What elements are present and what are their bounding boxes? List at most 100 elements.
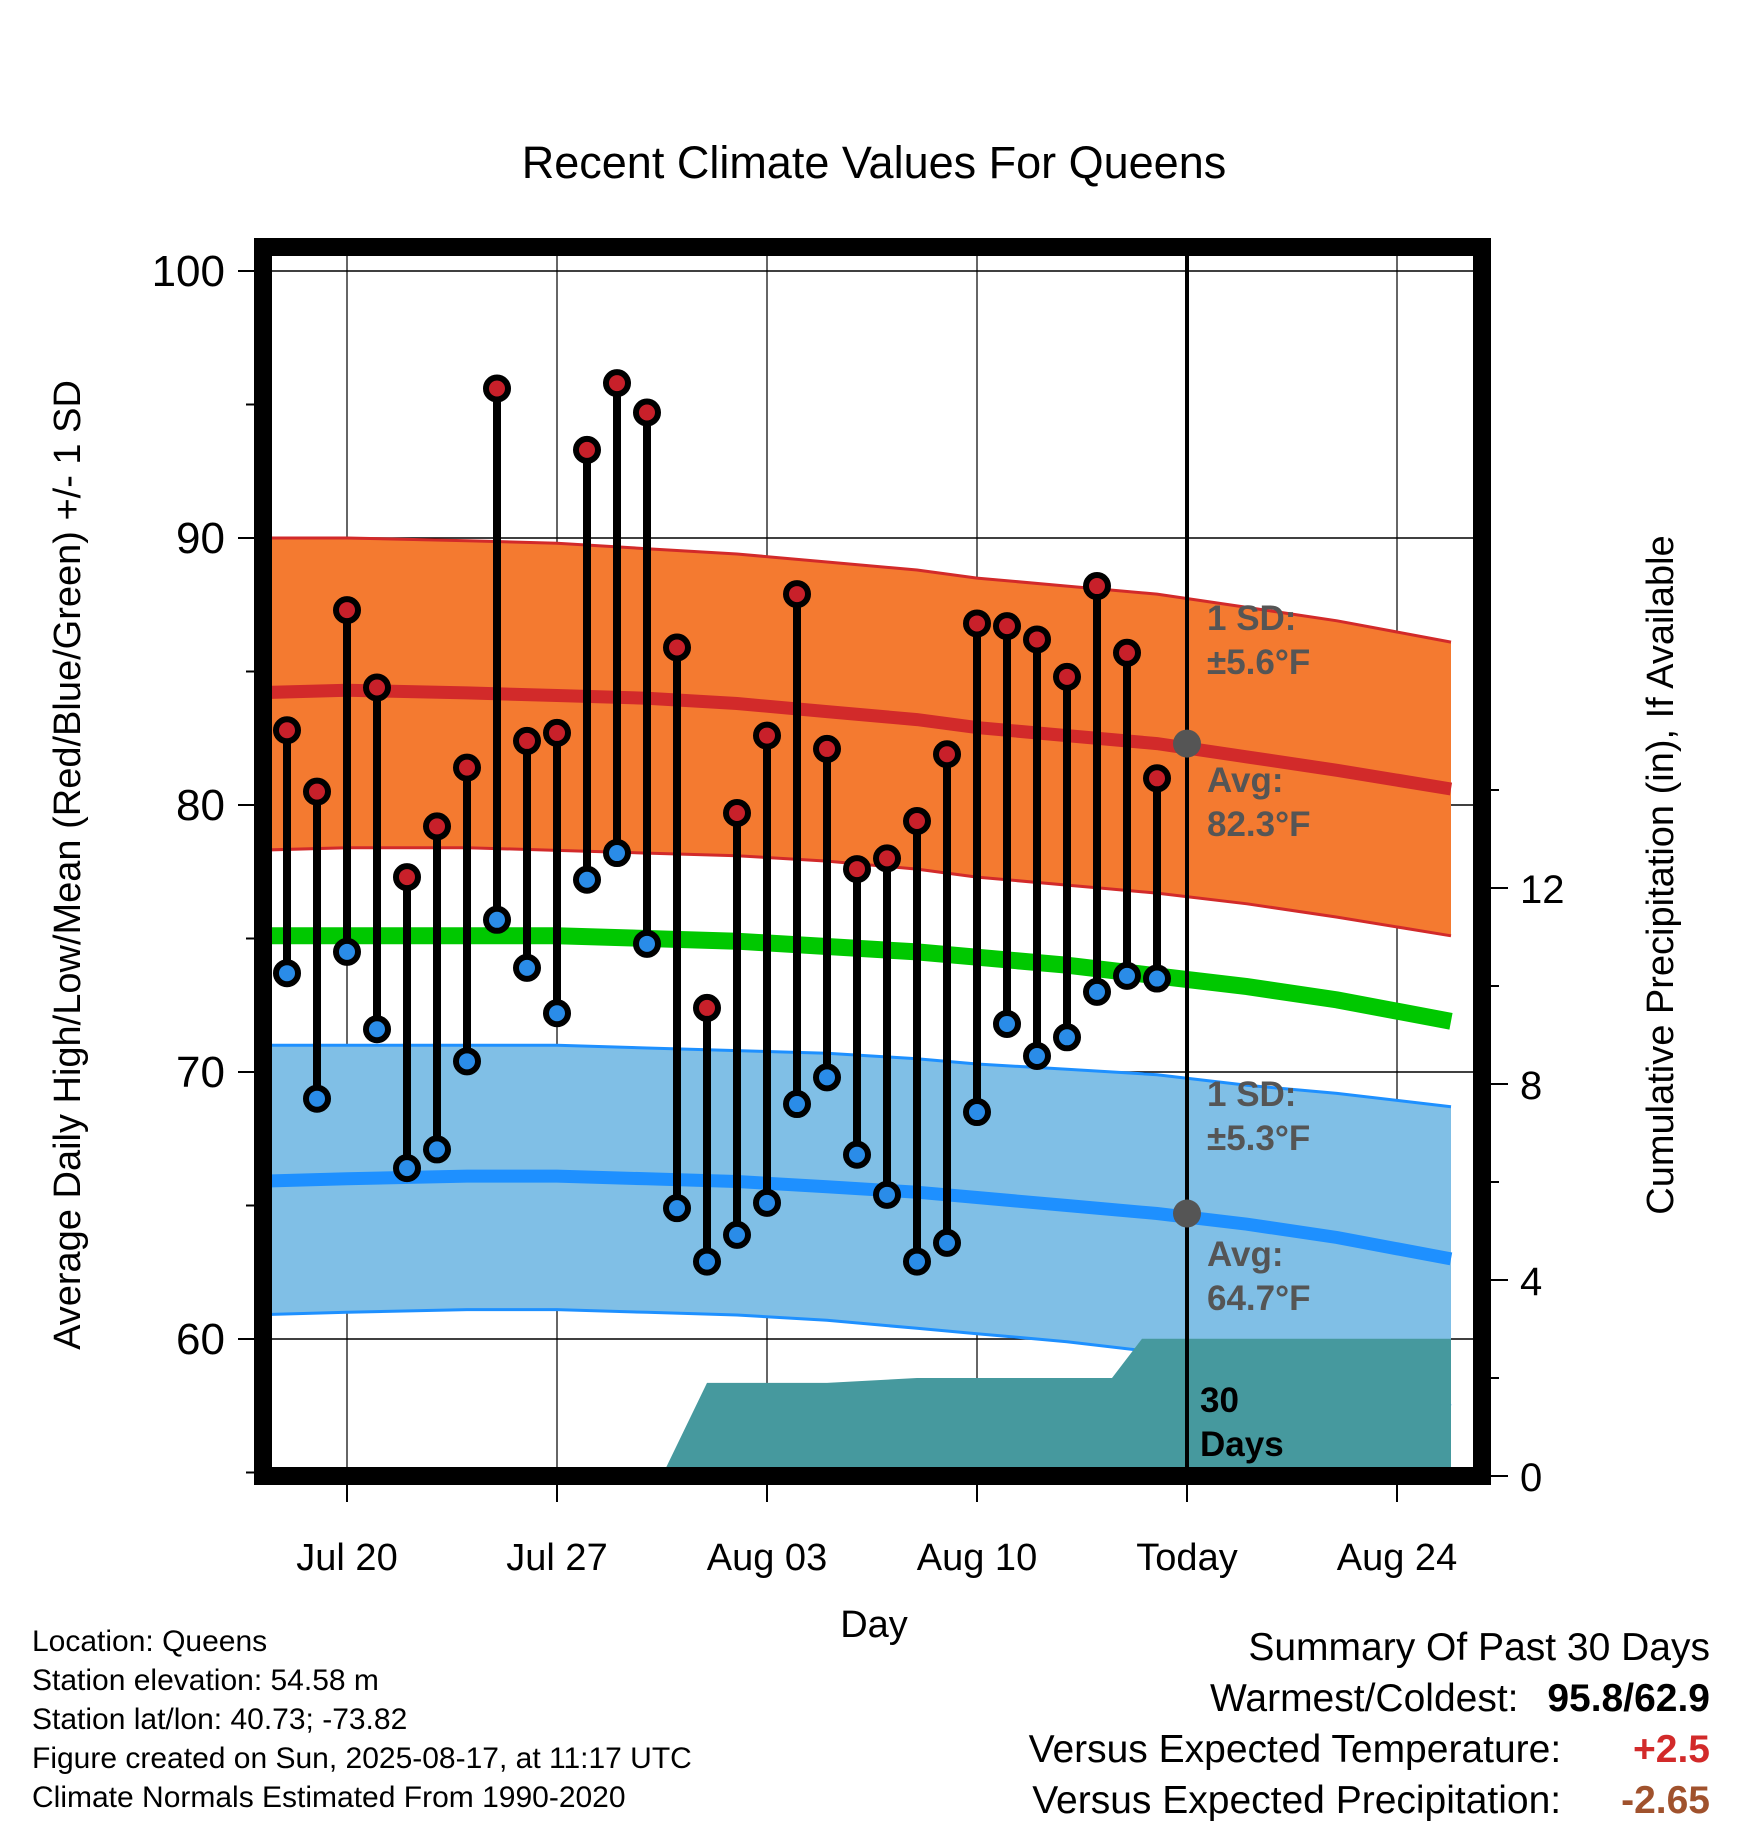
created-text: Figure created on Sun, 2025-08-17, at 11… [32, 1742, 692, 1775]
y2-tick-label: 4 [1520, 1260, 1542, 1304]
daily-low-point [1053, 1023, 1081, 1052]
x-tick-label: Jul 20 [296, 1537, 397, 1579]
daily-high-point [363, 673, 391, 702]
x-tick-label: Aug 03 [707, 1537, 827, 1579]
daily-high-point [543, 718, 571, 747]
precip-area [662, 1338, 1451, 1476]
daily-high-point [873, 844, 901, 873]
daily-low-point [1143, 964, 1171, 993]
plot-clip-group [263, 247, 1482, 1476]
y-tick-label: 80 [176, 781, 225, 830]
location-text: Location: Queens [32, 1625, 268, 1658]
normals-text: Climate Normals Estimated From 1990-2020 [32, 1781, 626, 1814]
daily-high-point [303, 777, 331, 806]
daily-low-point [813, 1063, 841, 1092]
daily-high-point [753, 721, 781, 750]
daily-low-point [303, 1084, 331, 1113]
daily-low-point [753, 1188, 781, 1217]
y-tick-label: 70 [176, 1048, 225, 1097]
low-avg-title: Avg: [1207, 1235, 1283, 1274]
y-tick-label: 90 [176, 514, 225, 563]
axes: 60 70 80 90 100 0 4 8 12 Jul 20 Jul 27 Aug 03 Aug 10… [152, 247, 1565, 1579]
daily-low-point [423, 1135, 451, 1164]
daily-high-point [513, 726, 541, 755]
x-tick-label: Aug 10 [917, 1537, 1037, 1579]
low-sd-band [263, 1045, 1451, 1406]
station-info: Location: Queens Station elevation: 54.5… [32, 1622, 692, 1817]
daily-high-point [1083, 572, 1111, 601]
daily-low-point [483, 905, 511, 934]
temp-anomaly-label: Versus Expected Temperature: [1028, 1728, 1562, 1771]
precip-period-label-1: 30 [1200, 1381, 1239, 1420]
daily-low-point [1023, 1041, 1051, 1070]
x-tick-label: Jul 27 [506, 1537, 607, 1579]
high-sd-upper-line [263, 536, 1452, 644]
daily-low-point [513, 953, 541, 982]
y-tick-label: 100 [152, 247, 225, 296]
daily-high-point [483, 374, 511, 403]
elevation-text: Station elevation: 54.58 m [32, 1664, 379, 1697]
plot-area [263, 247, 1482, 1476]
daily-low-point [363, 1015, 391, 1044]
high-avg-value: 82.3°F [1207, 805, 1311, 844]
warmest-value: 95.8 [1547, 1677, 1624, 1720]
y-axis-label: Average Daily High/Low/Mean (Red/Blue/Gr… [47, 380, 89, 1350]
daily-low-point [873, 1180, 901, 1209]
daily-high-point [573, 435, 601, 464]
daily-low-point [963, 1098, 991, 1127]
daily-high-point [933, 740, 961, 769]
daily-high-point [993, 612, 1021, 641]
daily-high-point [453, 753, 481, 782]
latlon-text: Station lat/lon: 40.73; -73.82 [32, 1703, 408, 1736]
low-sd-upper-line [263, 1043, 1452, 1109]
daily-high-point [843, 855, 871, 884]
daily-high-point [423, 812, 451, 841]
y2-tick-label: 0 [1520, 1456, 1542, 1500]
x-axis-label: Day [840, 1604, 908, 1646]
low-sd-title: 1 SD: [1207, 1075, 1296, 1114]
daily-low-point [993, 1009, 1021, 1038]
daily-low-point [783, 1090, 811, 1119]
high-sd-value: ±5.6°F [1207, 643, 1310, 682]
daily-high-point [783, 580, 811, 609]
low-avg-value: 64.7°F [1207, 1279, 1311, 1318]
daily-low-point [543, 999, 571, 1028]
y2-tick-label: 12 [1520, 868, 1565, 912]
daily-high-point [273, 716, 301, 745]
daily-high-point [1023, 625, 1051, 654]
warm-cold-value: 95.8/62.9 [1547, 1673, 1710, 1724]
y2-axis-label: Cumulative Precipitation (in), If Availa… [1640, 535, 1682, 1214]
precip-anomaly-row: Versus Expected Precipitation: -2.65 [1029, 1775, 1710, 1826]
daily-low-point [723, 1220, 751, 1249]
normal-mean-line [263, 927, 1453, 1030]
daily-low-point [603, 839, 631, 868]
low-avg-marker [1173, 1199, 1201, 1228]
warm-cold-row: Warmest/Coldest: 95.8/62.9 [1029, 1673, 1710, 1724]
warm-cold-separator: / [1623, 1677, 1635, 1720]
daily-high-point [393, 863, 421, 892]
daily-low-point [693, 1247, 721, 1276]
daily-low-point [903, 1247, 931, 1276]
high-avg-title: Avg: [1207, 761, 1283, 800]
daily-low-point [663, 1194, 691, 1223]
daily-high-point [1143, 764, 1171, 793]
x-tick-label: Aug 24 [1337, 1537, 1457, 1579]
daily-low-point [1083, 977, 1111, 1006]
daily-low-point [1113, 961, 1141, 990]
precip-period-label-2: Days [1200, 1425, 1284, 1464]
daily-high-point [693, 993, 721, 1022]
daily-high-point [633, 398, 661, 427]
high-sd-title: 1 SD: [1207, 599, 1296, 638]
coldest-value: 62.9 [1634, 1677, 1710, 1720]
daily-low-point [933, 1228, 961, 1257]
daily-high-point [813, 734, 841, 763]
daily-low-point [273, 959, 301, 988]
daily-high-point [1113, 638, 1141, 667]
normal-low-line [263, 1169, 1453, 1266]
daily-high-point [333, 596, 361, 625]
plot-border [254, 238, 1491, 1485]
temp-anomaly-row: Versus Expected Temperature: +2.5 [1029, 1724, 1710, 1775]
daily-low-point [453, 1047, 481, 1076]
temp-anomaly-value: +2.5 [1633, 1728, 1710, 1771]
